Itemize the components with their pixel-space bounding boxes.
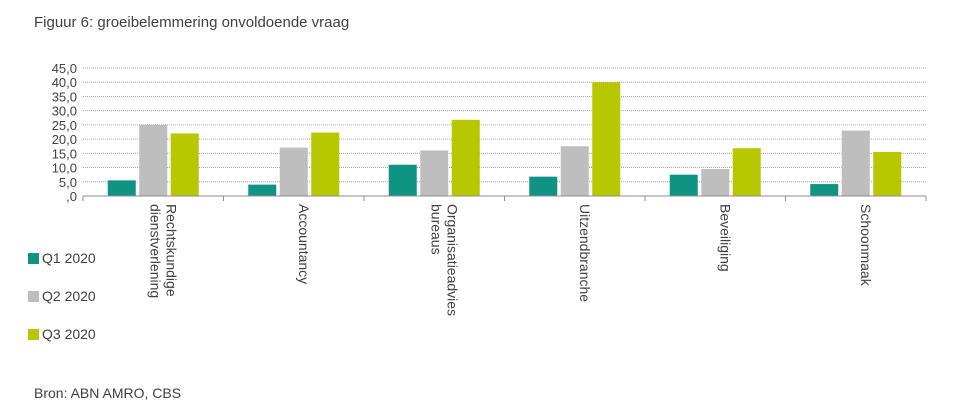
legend-item: Q3 2020 xyxy=(28,324,96,344)
legend-item: Q1 2020 xyxy=(28,248,96,268)
legend: Q1 2020 Q2 2020 Q3 2020 xyxy=(28,248,96,362)
bar-q1-2020 xyxy=(388,164,417,196)
y-tick-label: 45,0 xyxy=(52,61,77,76)
x-axis xyxy=(82,195,927,201)
x-category-label: Organisatieadvies xyxy=(444,204,460,316)
bar-q1-2020 xyxy=(529,176,558,196)
gridlines xyxy=(83,67,926,183)
y-axis-tick-labels: 45,040,035,030,025,020,015,010,05,0,0 xyxy=(52,61,77,204)
legend-label: Q1 2020 xyxy=(42,250,96,266)
y-tick-label: 5,0 xyxy=(59,175,77,190)
legend-swatch xyxy=(28,252,39,264)
legend-label: Q2 2020 xyxy=(42,288,96,304)
y-tick-label: 20,0 xyxy=(52,132,77,147)
x-category-label: Beveiliging xyxy=(717,204,733,272)
x-category-label: Accountancy xyxy=(296,204,312,284)
y-tick-label: 15,0 xyxy=(52,146,77,161)
x-category-label: Schoonmaak xyxy=(858,204,874,287)
y-tick-label: ,0 xyxy=(66,189,77,204)
bar-q2-2020 xyxy=(841,130,870,196)
bar-q1-2020 xyxy=(810,184,839,196)
bar-q2-2020 xyxy=(420,150,449,196)
x-category-label: Rechtskundige xyxy=(163,204,179,297)
x-category-label: dienstverlening xyxy=(147,204,163,298)
x-category-label: bureaus xyxy=(428,204,444,255)
bar-q3-2020 xyxy=(732,148,761,196)
bar-q1-2020 xyxy=(669,174,698,196)
y-tick-label: 35,0 xyxy=(52,89,77,104)
x-category-label: Uitzendbranche xyxy=(577,204,593,302)
bar-q2-2020 xyxy=(139,124,168,196)
bar-q1-2020 xyxy=(107,180,136,196)
legend-item: Q2 2020 xyxy=(28,286,96,306)
bar-q3-2020 xyxy=(170,133,199,196)
y-tick-label: 10,0 xyxy=(52,161,77,176)
bar-q2-2020 xyxy=(701,168,730,196)
legend-swatch xyxy=(28,290,39,302)
chart-title: Figuur 6: groeibelemmering onvoldoende v… xyxy=(34,14,350,31)
bar-q3-2020 xyxy=(311,132,340,196)
source-note: Bron: ABN AMRO, CBS xyxy=(34,385,182,401)
bar-q2-2020 xyxy=(560,146,589,196)
legend-label: Q3 2020 xyxy=(42,326,96,342)
bar-q3-2020 xyxy=(451,119,480,196)
bar-q2-2020 xyxy=(279,147,308,196)
y-tick-label: 40,0 xyxy=(52,75,77,90)
bar-q3-2020 xyxy=(873,151,902,196)
y-tick-label: 30,0 xyxy=(52,104,77,119)
bars xyxy=(107,82,902,196)
legend-swatch xyxy=(28,328,39,340)
bar-q1-2020 xyxy=(248,184,277,196)
y-tick-label: 25,0 xyxy=(52,118,77,133)
bar-q3-2020 xyxy=(592,82,621,196)
